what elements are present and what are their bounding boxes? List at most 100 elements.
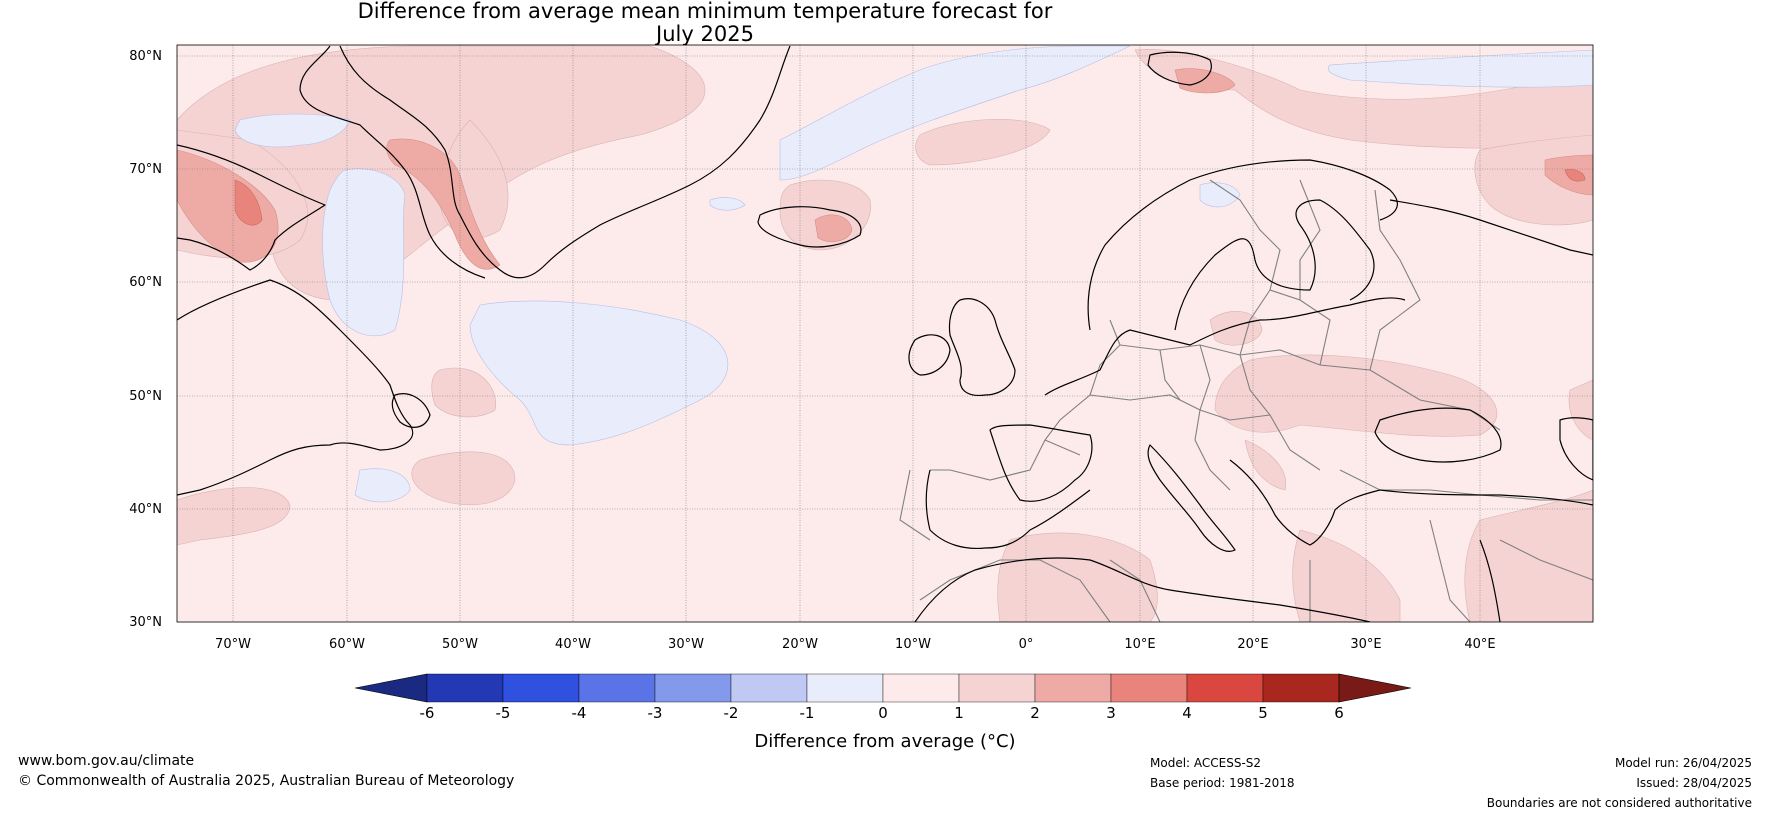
anomaly-region bbox=[709, 197, 746, 211]
coastline-greenland bbox=[339, 45, 791, 279]
coastline-europe-north bbox=[1044, 297, 1406, 396]
model-run-text: Model run: 26/04/2025 bbox=[1614, 756, 1752, 770]
anomaly-region bbox=[1244, 439, 1287, 491]
colorbar-tick-label: 2 bbox=[1030, 704, 1040, 722]
lon-label: 40°E bbox=[1464, 637, 1495, 652]
border-line bbox=[1159, 349, 1181, 401]
anomaly-region bbox=[1214, 354, 1498, 437]
lon-label: 50°W bbox=[442, 637, 478, 652]
border-line bbox=[1299, 179, 1321, 300]
border-line bbox=[1369, 369, 1501, 431]
coastline-labrador bbox=[177, 279, 414, 496]
anomaly-region bbox=[997, 532, 1158, 622]
anomaly-region bbox=[1292, 529, 1401, 622]
coastline-norway bbox=[1087, 159, 1398, 331]
colorbar-swatch bbox=[1262, 673, 1340, 703]
colorbar-tick-label: 1 bbox=[954, 704, 964, 722]
issued-text: Issued: 28/04/2025 bbox=[1636, 776, 1752, 790]
colorbar-swatch bbox=[1110, 673, 1188, 703]
coastline-anatolia bbox=[1379, 489, 1593, 506]
colorbar-label: Difference from average (°C) bbox=[754, 731, 1015, 752]
colorbar-swatch bbox=[958, 673, 1036, 703]
coastline-sweden-finland bbox=[1174, 199, 1375, 331]
border-line bbox=[1369, 189, 1421, 371]
anomaly-region bbox=[1209, 311, 1263, 346]
coastline-north-africa bbox=[914, 557, 1371, 622]
coastline-levant bbox=[1479, 539, 1501, 622]
website-text: www.bom.gov.au/climate bbox=[18, 753, 195, 769]
anomaly-region bbox=[1564, 169, 1586, 182]
coastline-russia-arctic bbox=[1389, 199, 1593, 256]
coastline-black-sea bbox=[1374, 407, 1502, 463]
anomaly-region bbox=[431, 367, 497, 418]
colorbar-swatch bbox=[806, 673, 884, 703]
colorbar-swatch bbox=[578, 673, 656, 703]
lon-label: 30°W bbox=[668, 637, 704, 652]
latitude-labels: 80°N 70°N 60°N 50°N 40°N 30°N bbox=[129, 49, 162, 630]
lon-label: 40°W bbox=[555, 637, 591, 652]
graticule bbox=[177, 45, 1593, 622]
colorbar-tick-label: -2 bbox=[724, 704, 739, 722]
colorbar-tick-label: 6 bbox=[1334, 704, 1344, 722]
colorbar-tick-label: 4 bbox=[1182, 704, 1192, 722]
copyright-text: © Commonwealth of Australia 2025, Austra… bbox=[18, 773, 515, 789]
colorbar-swatch bbox=[1186, 673, 1264, 703]
anomaly-region bbox=[234, 179, 263, 226]
coastline-balkans-greece bbox=[1229, 459, 1381, 546]
coastline-newfoundland bbox=[391, 393, 431, 428]
lon-label: 60°W bbox=[329, 637, 365, 652]
longitude-labels: 70°W 60°W 50°W 40°W 30°W 20°W 10°W 0° 10… bbox=[215, 637, 1496, 652]
colorbar-tick-label: -4 bbox=[572, 704, 587, 722]
title-line-1: Difference from average mean minimum tem… bbox=[357, 0, 1053, 23]
lat-label: 50°N bbox=[129, 389, 162, 404]
anomaly-regions-3-4 bbox=[234, 169, 1586, 226]
border-line bbox=[1239, 289, 1331, 366]
coastline-baffin bbox=[177, 144, 326, 271]
lat-label: 60°N bbox=[129, 275, 162, 290]
coastline-iberia-atlantic bbox=[925, 469, 1091, 550]
colorbar-tick-label: -3 bbox=[648, 704, 663, 722]
coastline-caspian bbox=[1559, 417, 1593, 481]
lon-label: 30°E bbox=[1350, 637, 1381, 652]
colorbar-tick-label: 0 bbox=[878, 704, 888, 722]
lon-label: 10°E bbox=[1124, 637, 1155, 652]
anomaly-region bbox=[469, 300, 729, 446]
anomaly-region bbox=[177, 487, 291, 546]
colorbar-swatches bbox=[354, 673, 1412, 703]
anomaly-region bbox=[322, 168, 406, 337]
anomaly-region bbox=[814, 214, 853, 243]
colorbar-tick-labels: -6 -5 -4 -3 -2 -1 0 1 2 3 4 5 6 bbox=[420, 704, 1344, 722]
anomaly-region bbox=[1464, 489, 1593, 622]
anomaly-regions-minus1-0 bbox=[234, 45, 1593, 503]
border-line bbox=[1239, 354, 1321, 471]
model-text: Model: ACCESS-S2 bbox=[1150, 756, 1262, 770]
colorbar: -6 -5 -4 -3 -2 -1 0 1 2 3 4 5 6 Difference from aver… bbox=[354, 673, 1412, 752]
lat-label: 80°N bbox=[129, 49, 162, 64]
anomaly-region bbox=[177, 149, 279, 263]
chart-title: Difference from average mean minimum tem… bbox=[0, 0, 1410, 46]
border-line bbox=[899, 469, 931, 541]
coastlines bbox=[177, 45, 1593, 622]
coastline-iceland bbox=[757, 206, 862, 248]
border-line bbox=[1429, 519, 1471, 622]
anomaly-region bbox=[234, 113, 351, 148]
map-panel bbox=[177, 45, 1593, 622]
coastline-greenland-west bbox=[299, 45, 486, 279]
border-line bbox=[1089, 394, 1271, 421]
colorbar-tick-label: -1 bbox=[800, 704, 815, 722]
lat-label: 40°N bbox=[129, 502, 162, 517]
anomaly-region bbox=[1174, 68, 1236, 94]
border-line bbox=[1209, 179, 1281, 291]
base-period-text: Base period: 1981-2018 bbox=[1150, 776, 1295, 790]
coastline-italy bbox=[1147, 444, 1236, 552]
colorbar-swatch bbox=[426, 673, 504, 703]
coastline-great-britain bbox=[948, 298, 1016, 397]
colorbar-extend-low bbox=[354, 673, 428, 703]
lat-label: 70°N bbox=[129, 162, 162, 177]
colorbar-swatch bbox=[730, 673, 808, 703]
border-line bbox=[930, 439, 1046, 481]
border-line bbox=[1109, 559, 1161, 622]
coastline-svalbard bbox=[1147, 51, 1212, 86]
colorbar-swatch bbox=[1034, 673, 1112, 703]
